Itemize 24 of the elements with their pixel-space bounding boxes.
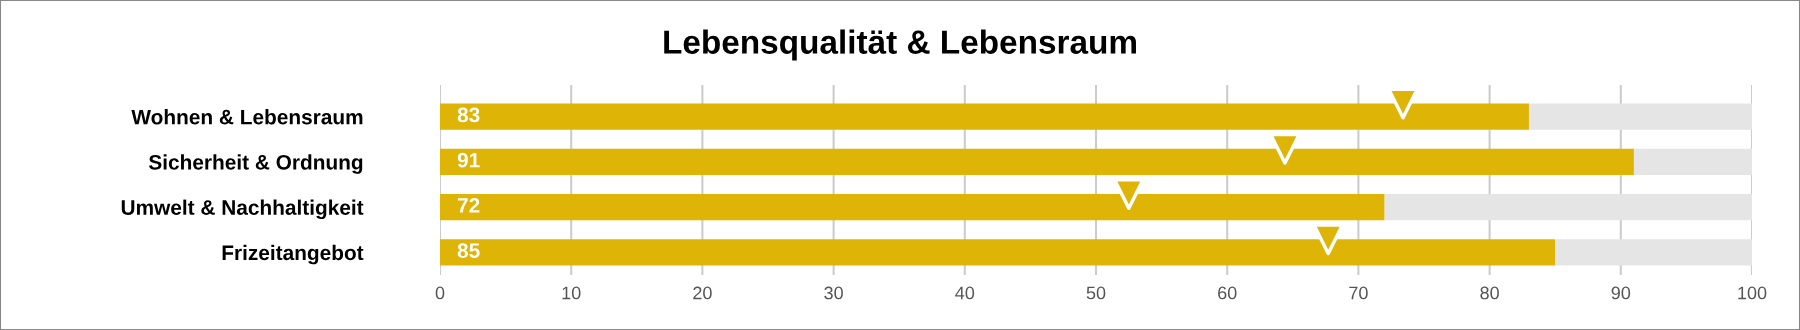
x-tick-label: 70 — [1349, 286, 1368, 300]
x-tick-label: 100 — [1738, 286, 1767, 300]
data-label: 83 — [457, 107, 480, 123]
y-tick-label: Wohnen & Lebensraum — [131, 109, 363, 125]
bar — [1384, 194, 1752, 221]
x-tick-label: 60 — [1218, 286, 1237, 300]
x-tick-label: 10 — [562, 286, 581, 300]
bar — [1555, 239, 1752, 266]
x-tick-label: 30 — [824, 286, 843, 300]
bar — [1633, 148, 1752, 176]
y-tick-label: Frizeitangebot — [222, 244, 364, 265]
x-tick-label: 0 — [435, 286, 445, 300]
chart-title: Lebensqualität & Lebensraum — [664, 29, 1136, 61]
bar — [1528, 103, 1752, 130]
x-tick-label: 40 — [955, 286, 975, 300]
data-label: 72 — [457, 197, 480, 213]
y-tick-label: Sicherheit & Ordnung — [148, 154, 363, 174]
x-tick-label: 90 — [1611, 286, 1631, 300]
data-label: 85 — [457, 243, 480, 258]
y-tick-label: Umwelt & Nachhaltigkeit — [121, 199, 364, 220]
data-label: 91 — [457, 152, 480, 168]
x-tick-label: 80 — [1480, 286, 1499, 300]
x-tick-label: 20 — [693, 286, 712, 300]
x-tick-label: 50 — [1086, 286, 1106, 300]
